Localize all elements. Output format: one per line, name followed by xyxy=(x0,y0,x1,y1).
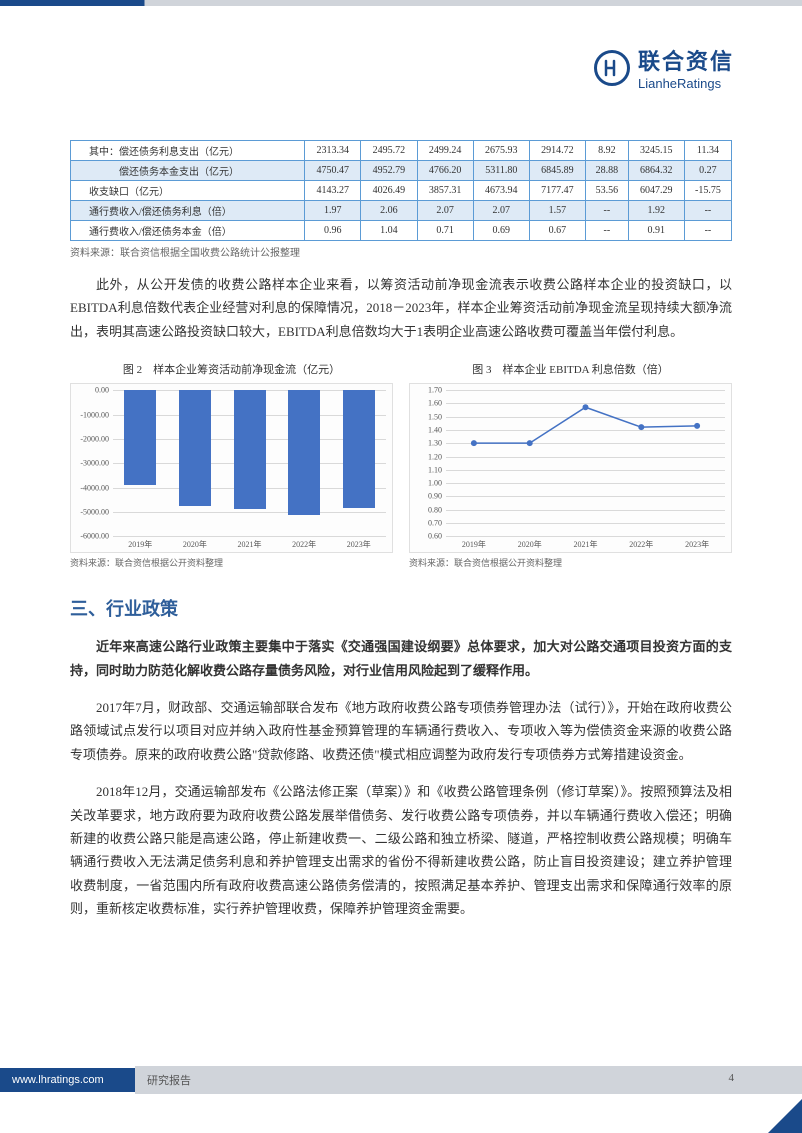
bar-chart-canvas: 0.00-1000.00-2000.00-3000.00-4000.00-500… xyxy=(70,383,393,553)
chart-source-note: 资料来源：联合资信根据公开资料整理 xyxy=(70,556,393,569)
logo-en-text: LianheRatings xyxy=(638,76,734,91)
table-row: 通行费收入/偿还债务利息（倍） 1.97 2.06 2.07 2.07 1.57… xyxy=(71,201,732,221)
footer-url: www.lhratings.com xyxy=(0,1068,135,1092)
row-label: 通行费收入/偿还债务利息（倍） xyxy=(71,201,305,221)
table-source-note: 资料来源：联合资信根据全国收费公路统计公报整理 xyxy=(70,244,732,259)
row-label: 其中：偿还债务利息支出（亿元） xyxy=(71,141,305,161)
chart-ebitda: 图 3 样本企业 EBITDA 利息倍数（倍） 1.701.601.501.40… xyxy=(409,361,732,569)
row-label: 偿还债务本金支出（亿元） xyxy=(71,161,305,181)
footer-label: 研究报告 xyxy=(147,1072,191,1088)
paragraph-policy-2018: 2018年12月，交通运输部发布《公路法修正案（草案）》和《收费公路管理条例（修… xyxy=(70,780,732,920)
page-footer: www.lhratings.com 研究报告 4 xyxy=(0,1067,802,1093)
logo-cn-text: 联合资信 xyxy=(638,44,734,76)
row-label: 收支缺口（亿元） xyxy=(71,181,305,201)
row-label: 通行费收入/偿还债务本金（倍） xyxy=(71,221,305,241)
paragraph-policy-lead: 近年来高速公路行业政策主要集中于落实《交通强国建设纲要》总体要求，加大对公路交通… xyxy=(70,635,732,682)
page-number: 4 xyxy=(729,1072,735,1088)
top-accent-bar xyxy=(0,0,802,6)
corner-triangle-icon xyxy=(768,1099,802,1133)
paragraph-policy-2017: 2017年7月，财政部、交通运输部联合发布《地方政府收费公路专项债券管理办法（试… xyxy=(70,696,732,766)
logo-icon xyxy=(594,50,630,86)
table-row: 偿还债务本金支出（亿元） 4750.47 4952.79 4766.20 531… xyxy=(71,161,732,181)
paragraph-intro: 此外，从公开发债的收费公路样本企业来看，以筹资活动前净现金流表示收费公路样本企业… xyxy=(70,273,732,343)
line-chart-canvas: 1.701.601.501.401.301.201.101.000.900.80… xyxy=(409,383,732,553)
table-row: 其中：偿还债务利息支出（亿元） 2313.34 2495.72 2499.24 … xyxy=(71,141,732,161)
table-row: 通行费收入/偿还债务本金（倍） 0.96 1.04 0.71 0.69 0.67… xyxy=(71,221,732,241)
brand-logo: 联合资信 LianheRatings xyxy=(594,44,734,91)
table-row: 收支缺口（亿元） 4143.27 4026.49 3857.31 4673.94… xyxy=(71,181,732,201)
section-title-policy: 三、行业政策 xyxy=(70,595,732,621)
chart-source-note: 资料来源：联合资信根据公开资料整理 xyxy=(409,556,732,569)
chart-title: 图 2 样本企业筹资活动前净现金流（亿元） xyxy=(70,361,393,377)
chart-title: 图 3 样本企业 EBITDA 利息倍数（倍） xyxy=(409,361,732,377)
financial-table: 其中：偿还债务利息支出（亿元） 2313.34 2495.72 2499.24 … xyxy=(70,140,732,241)
chart-cashflow: 图 2 样本企业筹资活动前净现金流（亿元） 0.00-1000.00-2000.… xyxy=(70,361,393,569)
